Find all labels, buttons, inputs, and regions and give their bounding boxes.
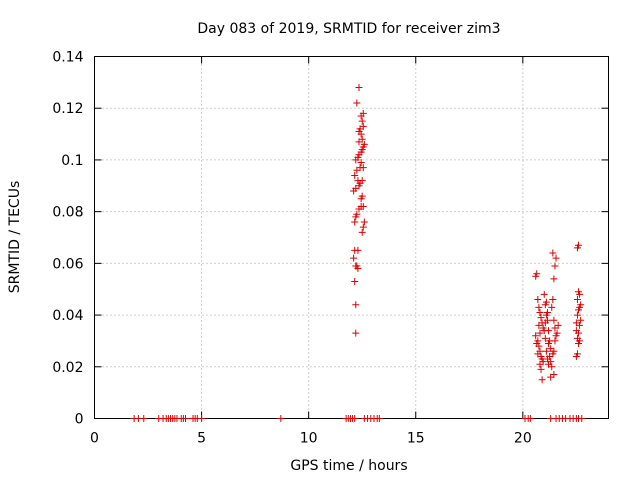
data-point [548, 303, 556, 311]
data-point [359, 122, 367, 130]
data-point [534, 296, 542, 304]
data-point [577, 301, 585, 309]
data-point [549, 296, 557, 304]
data-point [543, 308, 551, 316]
data-point [358, 117, 366, 125]
chart-title: Day 083 of 2019, SRMTID for receiver zim… [197, 21, 500, 37]
data-point [573, 296, 581, 304]
data-point [553, 329, 561, 337]
data-point [354, 246, 362, 254]
data-point [535, 321, 543, 329]
data-point [578, 415, 586, 422]
data-point [572, 327, 580, 335]
data-point [573, 311, 581, 319]
data-point [550, 347, 558, 355]
y-tick-label: 0.12 [52, 101, 83, 117]
y-axis-label: SRMTID / TECUs [7, 181, 23, 294]
data-point [551, 337, 559, 345]
data-point [359, 109, 367, 117]
data-point [537, 314, 545, 322]
data-point [351, 218, 359, 226]
data-point [533, 270, 541, 278]
data-point [538, 376, 546, 384]
data-point [540, 290, 548, 298]
data-point [541, 319, 549, 327]
data-points [130, 84, 586, 422]
data-point [545, 340, 553, 348]
data-point [358, 135, 366, 143]
data-point [532, 332, 540, 340]
axis-ticks: 0 0.02 0.04 0.06 0.08 0.1 0.12 0.14 0 5 10 15 20 [52, 50, 609, 447]
data-point [352, 329, 360, 337]
data-point [353, 99, 361, 107]
data-point [536, 329, 544, 337]
y-tick-label: 0.14 [52, 50, 83, 66]
data-point [350, 254, 358, 262]
data-point [554, 321, 562, 329]
x-tick-label: 20 [514, 431, 532, 447]
data-point [575, 241, 583, 249]
data-point [533, 340, 541, 348]
data-point [526, 415, 534, 422]
data-point [359, 202, 367, 210]
data-point [352, 301, 360, 309]
x-tick-label: 10 [300, 431, 318, 447]
data-point [545, 327, 553, 335]
data-point [353, 210, 361, 218]
data-point [572, 319, 580, 327]
data-point [550, 316, 558, 324]
data-point [140, 415, 148, 422]
y-tick-label: 0.02 [52, 360, 83, 376]
y-tick-label: 0.04 [52, 308, 83, 324]
data-point [536, 308, 544, 316]
data-point [358, 228, 366, 236]
data-point [534, 350, 542, 358]
data-point [536, 360, 544, 368]
data-point [198, 415, 206, 422]
data-point [360, 218, 368, 226]
data-point [542, 298, 550, 306]
x-tick-label: 5 [197, 431, 206, 447]
data-point [537, 365, 545, 373]
data-point [359, 223, 367, 231]
data-point [573, 334, 581, 342]
data-point [576, 290, 584, 298]
y-tick-label: 0.06 [52, 256, 83, 272]
grid [94, 56, 609, 419]
data-point [551, 262, 559, 270]
data-point [354, 265, 362, 273]
data-point [351, 415, 359, 422]
data-point [542, 347, 550, 355]
data-point [541, 334, 549, 342]
data-point [547, 358, 555, 366]
plot-frame [94, 56, 609, 419]
x-axis-label: GPS time / hours [290, 458, 407, 474]
data-point [550, 275, 558, 283]
data-point [182, 415, 190, 422]
data-point [355, 84, 363, 92]
data-point [549, 249, 557, 257]
data-point [375, 415, 383, 422]
data-point [351, 277, 359, 285]
data-point [351, 171, 359, 179]
x-tick-label: 0 [90, 431, 99, 447]
data-point [552, 254, 560, 262]
data-point [277, 415, 285, 422]
data-point [356, 164, 364, 172]
data-point [573, 350, 581, 358]
data-point [358, 192, 366, 200]
data-point [358, 177, 366, 185]
data-point [548, 363, 556, 371]
y-tick-label: 0.1 [61, 153, 83, 169]
y-tick-label: 0 [75, 412, 84, 428]
x-tick-label: 15 [407, 431, 425, 447]
data-point [357, 159, 365, 167]
data-point [535, 303, 543, 311]
data-point [577, 316, 585, 324]
y-tick-label: 0.08 [52, 205, 83, 221]
data-point [360, 140, 368, 148]
data-point [550, 371, 558, 379]
